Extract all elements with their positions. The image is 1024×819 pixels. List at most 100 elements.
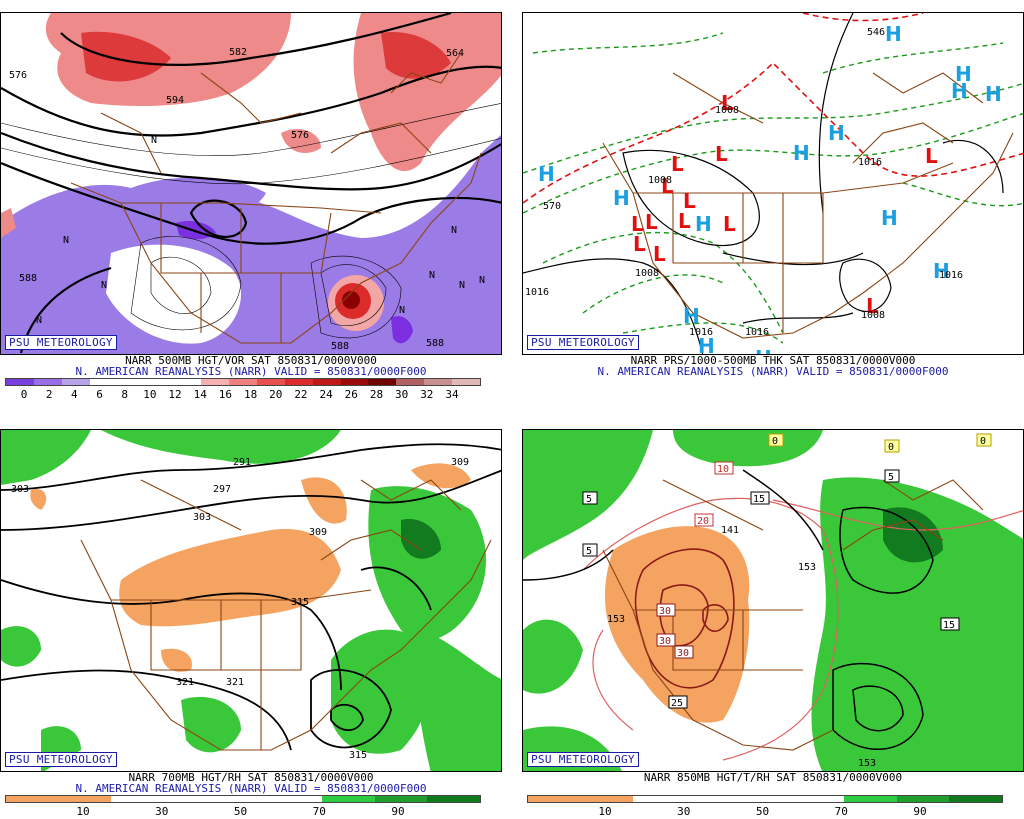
legend-tick: 34: [445, 388, 459, 401]
svg-text:H: H: [951, 79, 968, 103]
contour-labels: 141 153 153 153: [607, 525, 876, 769]
svg-text:N: N: [399, 305, 405, 316]
svg-text:588: 588: [19, 273, 37, 284]
svg-text:L: L: [633, 232, 646, 256]
legend-swatch: [686, 796, 739, 802]
legend-swatch: [844, 796, 897, 802]
svg-text:1008: 1008: [715, 105, 739, 116]
map-title: NARR 700MB HGT/RH SAT 850831/0000V000: [128, 771, 374, 784]
legend-swatch: [6, 796, 59, 802]
contour-labels: 576 582 594 564 576 588 588 588: [9, 47, 464, 352]
legend-tick: 20: [269, 388, 283, 401]
svg-text:1008: 1008: [861, 310, 885, 321]
svg-text:588: 588: [331, 341, 349, 352]
svg-text:588: 588: [426, 338, 444, 349]
map-subtitle: N. AMERICAN REANALYSIS (NARR) VALID = 85…: [75, 782, 427, 795]
legend-tick: 30: [395, 388, 409, 401]
map-canvas: N N N N N N N N N 576 582 594 564 576 588 588 …: [1, 13, 501, 354]
legend-tick: 90: [391, 805, 405, 818]
svg-text:H: H: [793, 141, 810, 165]
svg-text:576: 576: [9, 70, 27, 81]
legend-tick: 10: [598, 805, 612, 818]
svg-text:L: L: [723, 212, 736, 236]
map-subtitle: N. AMERICAN REANALYSIS (NARR) VALID = 85…: [75, 365, 427, 378]
svg-text:564: 564: [446, 48, 464, 59]
legend-swatch: [111, 796, 165, 802]
legend-swatch: [164, 796, 217, 802]
legend-tick: 10: [143, 388, 157, 401]
svg-text:N: N: [459, 280, 465, 291]
legend-tick: 70: [834, 805, 848, 818]
svg-text:N: N: [101, 280, 107, 291]
svg-text:546: 546: [867, 27, 885, 38]
svg-text:15: 15: [753, 494, 765, 505]
legend-swatch: [528, 796, 581, 802]
svg-text:5: 5: [586, 546, 592, 557]
psu-meteorology-label: PSU METEOROLOGY: [5, 752, 117, 767]
legend-swatch: [374, 796, 428, 802]
color-legend-ticks: 0 2 4 6 8 10 12 14 16 18 20 22 24 26 28 30 32 34: [0, 388, 502, 401]
svg-text:0: 0: [772, 436, 778, 447]
svg-text:N: N: [429, 270, 435, 281]
legend-tick: 12: [168, 388, 182, 401]
legend-tick: 8: [121, 388, 129, 401]
map-500mb-vorticity: N N N N N N N N N 576 582 594 564 576 588 588 …: [0, 12, 502, 355]
legend-swatch: [6, 379, 34, 385]
legend-tick: 2: [45, 388, 53, 401]
contour-labels: 291 297 303 309 315 321 321 315 303 309: [11, 457, 469, 761]
svg-text:H: H: [955, 62, 972, 86]
svg-text:L: L: [925, 144, 938, 168]
legend-swatch: [61, 379, 90, 385]
psu-meteorology-label: PSU METEOROLOGY: [5, 335, 117, 350]
svg-text:H: H: [698, 334, 715, 355]
color-legend-bar: [527, 795, 1003, 803]
legend-swatch: [256, 379, 285, 385]
svg-text:L: L: [631, 212, 644, 236]
legend-tick: 70: [312, 805, 326, 818]
svg-text:1016: 1016: [525, 287, 549, 298]
svg-text:N: N: [36, 315, 42, 326]
svg-text:309: 309: [451, 457, 469, 468]
color-legend-bar: [5, 378, 481, 386]
legend-tick: 50: [755, 805, 770, 818]
svg-text:30: 30: [659, 636, 671, 647]
svg-text:H: H: [885, 22, 902, 46]
svg-text:30: 30: [659, 606, 671, 617]
legend-swatch: [368, 379, 397, 385]
svg-text:L: L: [678, 209, 691, 233]
legend-swatch: [791, 796, 845, 802]
svg-text:141: 141: [721, 525, 739, 536]
svg-text:291: 291: [233, 457, 251, 468]
svg-text:H: H: [985, 82, 1002, 106]
map-title: NARR PRS/1000-500MB THK SAT 850831/0000V…: [630, 354, 916, 367]
svg-text:L: L: [866, 294, 879, 318]
panel-850mb-temp-rh: 141 153 153 153 5 5 15 10 20 30 30 30 25…: [522, 417, 1024, 819]
legend-tick: 14: [193, 388, 207, 401]
svg-text:576: 576: [291, 130, 309, 141]
high-pressure-symbols: H H H H H H H H H H H H H H: [538, 22, 1002, 355]
svg-text:L: L: [715, 142, 728, 166]
legend-tick: 22: [294, 388, 308, 401]
temperature-boxes: 5 5 15 10 20 30 30 30 25 15 5 0 0 0: [582, 433, 992, 709]
map-title: NARR 850MB HGT/T/RH SAT 850831/0000V000: [643, 771, 903, 784]
svg-text:H: H: [695, 212, 712, 236]
legend-swatch: [896, 796, 950, 802]
svg-text:1008: 1008: [635, 268, 659, 279]
svg-text:15: 15: [943, 620, 955, 631]
panel-500mb-vorticity: N N N N N N N N N 576 582 594 564 576 588 588 …: [0, 0, 502, 402]
legend-swatch: [89, 379, 118, 385]
map-canvas: 291 297 303 309 315 321 321 315 303 309: [1, 430, 501, 771]
svg-text:10: 10: [717, 464, 729, 475]
rh-dry-fill: [119, 529, 342, 627]
svg-text:N: N: [63, 235, 69, 246]
svg-text:153: 153: [858, 758, 876, 769]
legend-swatch: [396, 379, 425, 385]
panel-700mb-rh: 291 297 303 309 315 321 321 315 303 309 …: [0, 417, 502, 819]
legend-tick: 90: [913, 805, 927, 818]
svg-text:1016: 1016: [745, 327, 769, 338]
svg-text:1016: 1016: [689, 327, 713, 338]
svg-text:N: N: [151, 135, 157, 146]
legend-swatch: [580, 796, 634, 802]
svg-text:H: H: [538, 162, 555, 186]
svg-text:H: H: [683, 304, 700, 328]
